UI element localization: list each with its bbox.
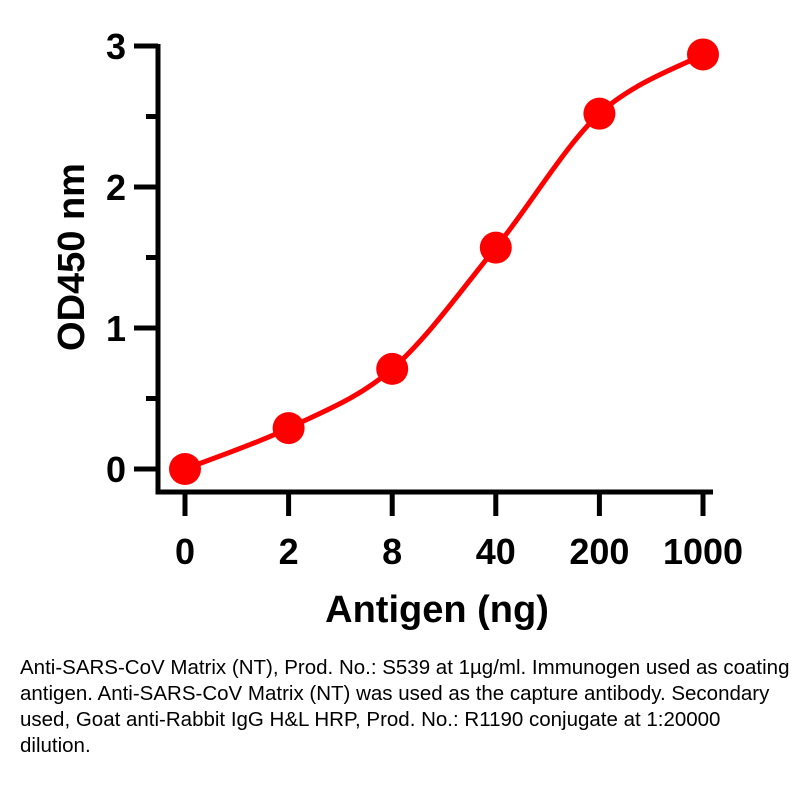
- x-tick-label: 0: [175, 531, 195, 572]
- od450-line-chart: 0 1 2 3 0 2 8 40 200 1000 OD450 nm Antigen (ng): [51, 26, 743, 631]
- data-point: [169, 453, 201, 485]
- x-axis: 0 2 8 40 200 1000: [155, 489, 743, 572]
- data-point: [583, 97, 616, 130]
- x-axis-title: Antigen (ng): [325, 589, 549, 631]
- series-line: [182, 51, 706, 472]
- figure-caption: Anti-SARS-CoV Matrix (NT), Prod. No.: S5…: [20, 656, 790, 757]
- x-tick-label: 2: [279, 531, 299, 572]
- x-tick-label: 1000: [663, 531, 743, 572]
- y-tick-label: 3: [106, 26, 126, 67]
- data-point: [687, 38, 719, 71]
- y-tick-label: 0: [106, 449, 126, 490]
- series-0: [169, 38, 719, 485]
- y-tick-label: 1: [106, 308, 126, 349]
- y-axis: 0 1 2 3: [106, 26, 161, 495]
- y-axis-title: OD450 nm: [51, 163, 93, 351]
- x-tick-label: 40: [476, 531, 516, 572]
- y-tick-label: 2: [106, 167, 126, 208]
- data-point: [376, 352, 409, 385]
- data-point: [479, 231, 512, 264]
- data-point: [272, 412, 305, 445]
- x-tick-label: 200: [569, 531, 629, 572]
- x-tick-label: 8: [382, 531, 402, 572]
